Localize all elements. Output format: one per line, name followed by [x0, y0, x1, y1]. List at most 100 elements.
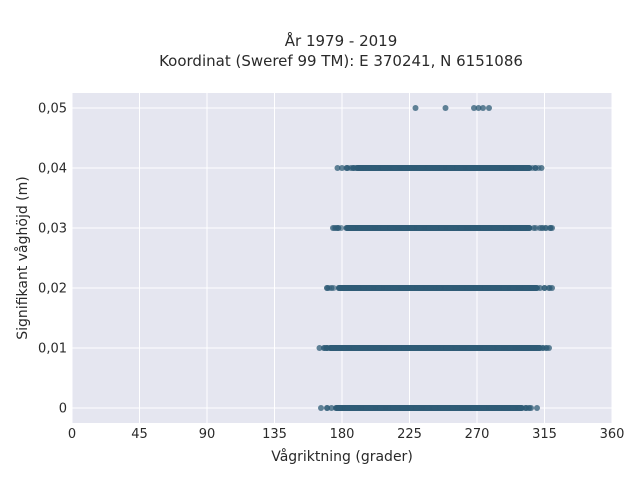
data-point [470, 225, 477, 231]
data-point [324, 345, 330, 351]
data-point [421, 345, 428, 351]
data-point [328, 285, 335, 291]
data-point [543, 225, 549, 231]
data-point [466, 285, 473, 291]
data-point [501, 285, 508, 291]
data-point [458, 225, 465, 231]
data-point [405, 165, 412, 171]
data-point [367, 405, 374, 411]
y-axis-label: Signifikant våghöjd (m) [14, 176, 31, 339]
data-point [523, 345, 530, 351]
data-point [529, 285, 536, 291]
data-point [440, 405, 447, 411]
data-point [392, 345, 399, 351]
data-point [339, 165, 345, 171]
data-point [438, 225, 445, 231]
data-point [459, 285, 466, 291]
data-point [416, 225, 423, 231]
data-point [534, 405, 540, 411]
x-tick-label: 0 [68, 427, 76, 442]
data-point [400, 225, 407, 231]
data-point [412, 105, 419, 111]
data-point [488, 405, 495, 411]
data-point [324, 405, 330, 411]
x-axis-label: Vågriktning (grader) [271, 448, 413, 465]
data-point [549, 225, 555, 231]
data-point [413, 405, 420, 411]
data-point [387, 225, 394, 231]
data-point [471, 345, 478, 351]
data-point [538, 165, 545, 171]
data-point [431, 405, 438, 411]
data-point [408, 285, 415, 291]
data-point [401, 345, 408, 351]
x-tick-label: 225 [397, 427, 422, 442]
data-point [427, 285, 434, 291]
data-point [507, 345, 514, 351]
data-point [336, 405, 343, 411]
data-point [361, 225, 368, 231]
data-point [467, 345, 474, 351]
data-point [549, 285, 555, 291]
data-point [431, 285, 438, 291]
data-point [528, 405, 534, 411]
data-point [353, 345, 360, 351]
data-point [476, 285, 483, 291]
data-point [384, 285, 391, 291]
data-point [363, 405, 370, 411]
data-point [442, 105, 449, 111]
y-tick-label: 0 [59, 402, 67, 417]
y-tick-labels: 0 0,01 0,02 0,03 0,04 0,05 [38, 102, 67, 417]
data-point [348, 405, 355, 411]
data-point [475, 105, 482, 111]
data-point [361, 285, 368, 291]
data-point [324, 285, 330, 291]
data-point [480, 405, 487, 411]
data-point [392, 285, 399, 291]
data-point [380, 165, 387, 171]
data-point [375, 285, 382, 291]
data-point [496, 345, 503, 351]
data-point [489, 165, 496, 171]
data-point [443, 345, 450, 351]
data-point [386, 345, 393, 351]
data-point [426, 165, 433, 171]
data-point [366, 225, 373, 231]
data-point [417, 285, 424, 291]
x-tick-label: 135 [262, 427, 287, 442]
data-point [503, 225, 510, 231]
data-point [496, 405, 503, 411]
data-point [351, 285, 358, 291]
x-tick-label: 315 [532, 427, 557, 442]
data-point [490, 285, 497, 291]
data-point [343, 165, 350, 171]
x-tick-labels: 0 45 90 135 180 225 270 315 360 [68, 427, 625, 442]
data-point [482, 225, 489, 231]
data-point [339, 285, 346, 291]
data-point [391, 165, 398, 171]
chart-title: År 1979 - 2019 [285, 31, 398, 50]
data-point [497, 225, 504, 231]
data-point [435, 285, 442, 291]
data-point [380, 225, 387, 231]
data-point [526, 225, 533, 231]
data-point [399, 405, 406, 411]
data-point [537, 285, 543, 291]
data-point [418, 165, 425, 171]
data-point [523, 405, 530, 411]
data-point [348, 165, 354, 171]
y-tick-label: 0,05 [38, 102, 67, 117]
data-point [482, 345, 489, 351]
data-point [430, 165, 437, 171]
data-point [537, 225, 543, 231]
data-point [471, 405, 478, 411]
data-point [446, 165, 453, 171]
data-point [406, 345, 413, 351]
data-point [480, 105, 486, 111]
x-tick-label: 270 [465, 427, 490, 442]
data-point [486, 105, 492, 111]
x-tick-label: 90 [199, 427, 216, 442]
data-point [334, 165, 341, 171]
data-point [377, 405, 384, 411]
